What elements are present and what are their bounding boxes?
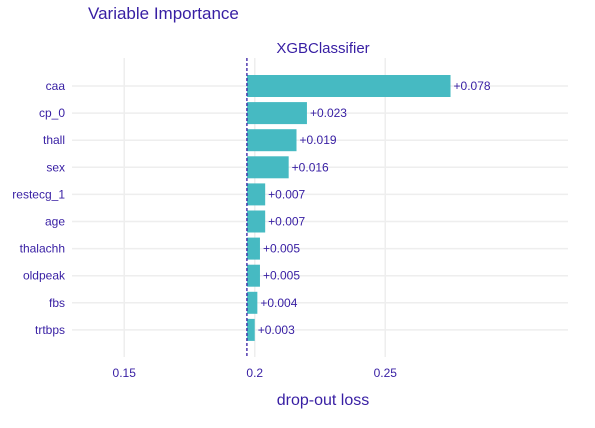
y-tick-label-fbs: fbs	[49, 296, 65, 310]
y-tick-label-restecg_1: restecg_1	[12, 187, 65, 201]
data-label-sex: +0.016	[292, 160, 329, 174]
data-label-age: +0.007	[268, 215, 305, 229]
y-tick-label-thall: thall	[43, 133, 65, 147]
y-tick-label-thalachh: thalachh	[20, 242, 65, 256]
data-label-trtbps: +0.003	[258, 323, 295, 337]
chart-subtitle: XGBClassifier	[276, 40, 369, 57]
x-tick-label: 0.2	[246, 366, 263, 380]
data-label-fbs: +0.004	[260, 296, 297, 310]
x-tick-label: 0.25	[374, 366, 398, 380]
x-tick-label: 0.15	[113, 366, 137, 380]
bars: +0.078 +0.023 +0.019 +0.016 +0.007 +0.007 +0.0…	[246, 75, 491, 341]
bar-sex	[246, 156, 289, 179]
data-label-thall: +0.019	[300, 133, 337, 147]
grid	[72, 58, 568, 357]
data-label-oldpeak: +0.005	[263, 269, 300, 283]
bar-restecg_1	[246, 183, 266, 206]
bar-cp_0	[246, 102, 307, 125]
bar-fbs	[246, 291, 258, 314]
bar-trtbps	[246, 318, 255, 341]
data-label-restecg_1: +0.007	[268, 187, 305, 201]
data-label-cp_0: +0.023	[310, 106, 347, 120]
y-tick-label-cp_0: cp_0	[39, 106, 65, 120]
bar-oldpeak	[246, 264, 260, 287]
y-tick-label-sex: sex	[46, 160, 65, 174]
data-label-thalachh: +0.005	[263, 242, 300, 256]
y-tick-label-trtbps: trtbps	[35, 323, 65, 337]
chart-title: Variable Importance	[88, 4, 239, 23]
bar-caa	[246, 75, 451, 97]
bar-age	[246, 210, 266, 233]
y-tick-label-caa: caa	[46, 79, 66, 93]
x-axis-title: drop-out loss	[277, 392, 370, 409]
y-tick-label-oldpeak: oldpeak	[23, 269, 66, 283]
x-axis-labels: 0.15 0.2 0.25	[113, 366, 398, 380]
bar-thall	[246, 129, 297, 152]
bar-thalachh	[246, 237, 260, 260]
data-label-caa: +0.078	[454, 79, 491, 93]
y-tick-label-age: age	[45, 215, 65, 229]
